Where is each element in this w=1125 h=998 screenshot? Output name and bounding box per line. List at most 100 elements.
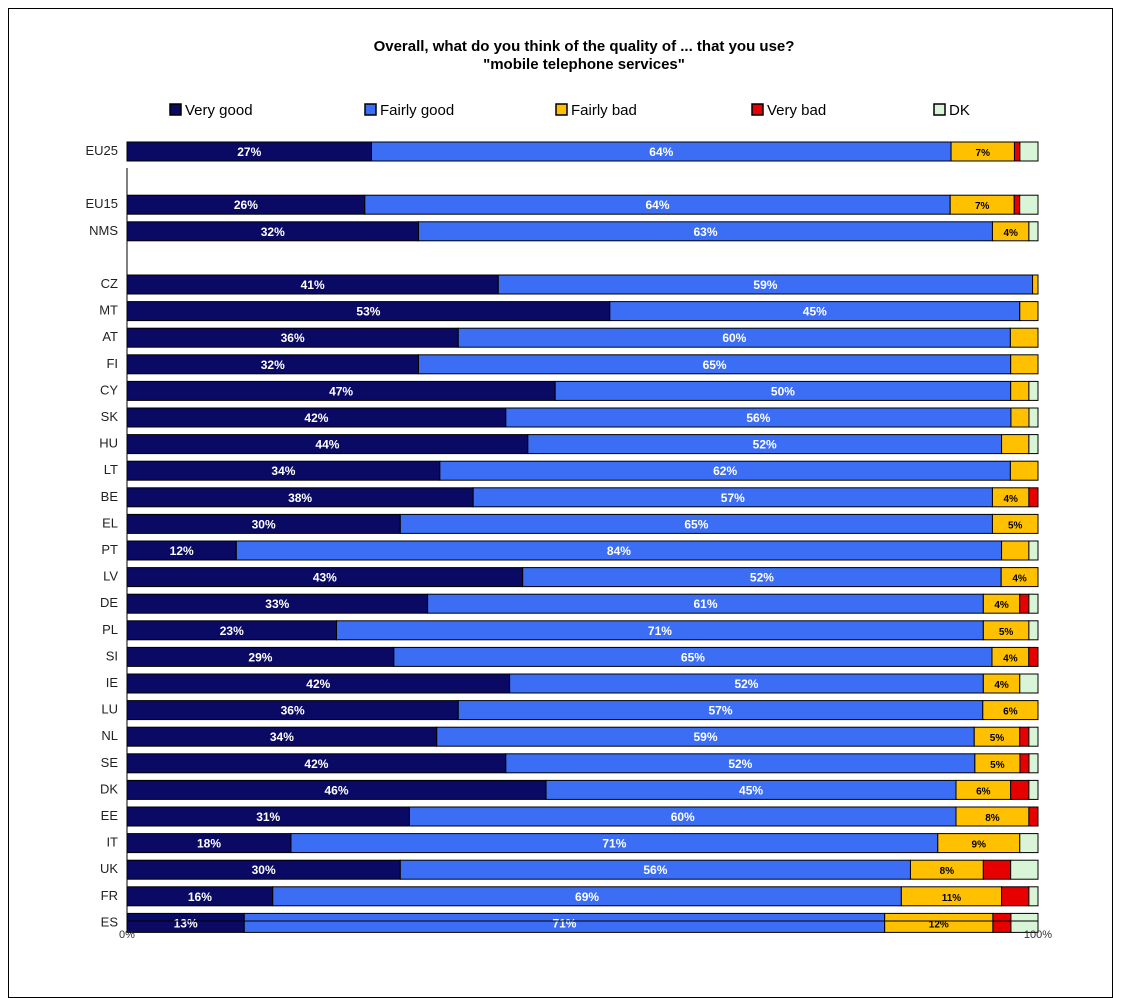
data-label: 23% (220, 624, 244, 638)
data-label: 38% (288, 491, 312, 505)
x-tick-label: 0% (119, 929, 135, 941)
data-label: 33% (265, 597, 289, 611)
data-label: 34% (270, 730, 294, 744)
bar-segment (1010, 912, 1039, 933)
legend-label: Very good (185, 102, 253, 119)
data-label: 26% (234, 198, 258, 212)
bar-segment (1009, 327, 1039, 348)
bar-segment (1028, 886, 1039, 907)
data-label: 45% (803, 305, 827, 319)
data-label: 36% (281, 704, 305, 718)
bar-segment (1010, 779, 1030, 800)
legend-label: Very bad (767, 102, 826, 119)
data-label: 6% (1003, 707, 1018, 718)
data-label: 4% (1003, 494, 1018, 505)
data-label: 41% (301, 278, 325, 292)
legend-label: Fairly bad (571, 102, 637, 119)
category-label: LU (101, 702, 118, 717)
bar-segment (1028, 646, 1039, 667)
category-label: EL (102, 515, 118, 530)
data-label: 6% (976, 786, 991, 797)
bar-segment (1019, 141, 1039, 162)
data-label: 30% (252, 863, 276, 877)
bar-segment (1010, 859, 1039, 880)
data-label: 84% (607, 544, 631, 558)
data-labels: 27% 64% 7% 26% 64% 7% 32% 63% 4% 41% 59% 53% 45% 36% 6… (170, 145, 1027, 930)
category-label: IT (106, 835, 118, 850)
data-label: 56% (746, 411, 770, 425)
data-label: 4% (1003, 653, 1018, 664)
data-label: 31% (256, 810, 280, 824)
data-label: 65% (681, 650, 705, 664)
category-label: MT (99, 303, 118, 318)
data-label: 45% (739, 783, 763, 797)
legend-label: DK (949, 102, 970, 119)
data-label: 44% (315, 438, 339, 452)
category-label: SE (101, 755, 119, 770)
data-label: 5% (990, 760, 1005, 771)
data-label: 59% (753, 278, 777, 292)
data-label: 5% (999, 627, 1014, 638)
category-label: UK (100, 861, 118, 876)
category-label: EE (101, 808, 119, 823)
category-label: IE (106, 675, 119, 690)
category-label: LV (103, 569, 118, 584)
bar-segment (1019, 753, 1030, 774)
data-label: 7% (976, 148, 991, 159)
bar-segment (1032, 274, 1039, 295)
data-label: 57% (721, 491, 745, 505)
bar-segment (1028, 407, 1039, 428)
data-label: 56% (643, 863, 667, 877)
bar-segment (1028, 487, 1039, 508)
category-label: DE (100, 595, 118, 610)
bar-segment (1001, 434, 1030, 455)
data-label: 12% (170, 544, 194, 558)
data-label: 69% (575, 890, 599, 904)
data-label: 18% (197, 837, 221, 851)
data-label: 71% (552, 916, 576, 930)
data-label: 50% (771, 384, 795, 398)
bar-segment (1019, 833, 1039, 854)
category-label: NL (101, 728, 118, 743)
bar-segment (991, 513, 1039, 534)
bar-segment (1010, 354, 1039, 375)
data-label: 8% (985, 813, 1000, 824)
data-label: 52% (728, 757, 752, 771)
bar-segment (992, 912, 1012, 933)
bar-segment (1019, 673, 1039, 694)
data-label: 60% (671, 810, 695, 824)
category-label: FR (101, 888, 118, 903)
bar-segment (1000, 567, 1039, 588)
legend-swatch (555, 103, 568, 116)
data-label: 52% (734, 677, 758, 691)
legend-swatch (933, 103, 946, 116)
bar-segment (1028, 593, 1039, 614)
bar-segment (1019, 593, 1030, 614)
category-label: AT (102, 329, 118, 344)
category-label: CZ (101, 276, 118, 291)
bar-segment (982, 859, 1012, 880)
data-label: 61% (693, 597, 717, 611)
data-label: 42% (304, 757, 328, 771)
bar-segment (1028, 540, 1039, 561)
data-label: 57% (709, 704, 733, 718)
bar-segment (1028, 434, 1039, 455)
bar-segment (1009, 460, 1039, 481)
data-label: 63% (693, 225, 717, 239)
data-label: 34% (271, 464, 295, 478)
category-label: PL (102, 622, 118, 637)
data-label: 27% (237, 145, 261, 159)
bars (126, 141, 1039, 933)
data-label: 8% (940, 866, 955, 877)
bar-segment (1001, 540, 1030, 561)
data-label: 13% (174, 916, 198, 930)
category-label: ES (101, 914, 119, 929)
data-label: 42% (304, 411, 328, 425)
data-label: 71% (648, 624, 672, 638)
data-label: 47% (329, 384, 353, 398)
data-label: 29% (248, 650, 272, 664)
data-label: 46% (325, 783, 349, 797)
bar-segment (1010, 407, 1030, 428)
data-label: 65% (703, 358, 727, 372)
